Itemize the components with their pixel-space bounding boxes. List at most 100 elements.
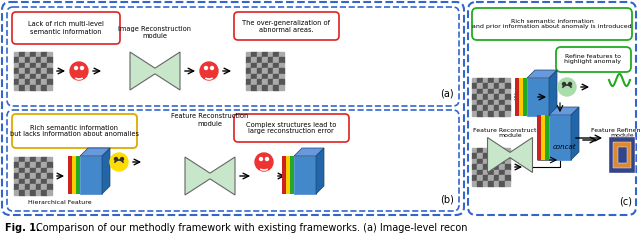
Bar: [290, 156, 294, 194]
Bar: [257, 68, 262, 74]
Bar: [268, 74, 273, 79]
Bar: [19, 179, 25, 184]
Bar: [262, 84, 268, 90]
Bar: [14, 157, 19, 162]
Bar: [19, 157, 25, 162]
Bar: [47, 57, 52, 63]
Bar: [537, 115, 541, 160]
Bar: [499, 170, 504, 175]
Bar: [14, 179, 19, 184]
Bar: [36, 168, 41, 173]
Bar: [19, 190, 25, 195]
Bar: [14, 162, 19, 168]
Text: Comparison of our methodly framework with existing frameworks. (a) Image-level r: Comparison of our methodly framework wit…: [36, 223, 467, 233]
Bar: [488, 148, 493, 154]
Polygon shape: [80, 148, 110, 156]
Text: Image Reconstruction
module: Image Reconstruction module: [118, 25, 191, 39]
Bar: [36, 190, 41, 195]
Bar: [41, 173, 47, 179]
Bar: [499, 164, 504, 170]
Bar: [488, 84, 493, 89]
Bar: [268, 79, 273, 84]
Bar: [504, 89, 510, 94]
Bar: [472, 164, 477, 170]
Bar: [262, 79, 268, 84]
Bar: [477, 154, 483, 159]
Bar: [41, 190, 47, 195]
Bar: [472, 78, 477, 84]
Bar: [477, 164, 483, 170]
Text: Rich semantic information
and prior information about anomaly is introduced: Rich semantic information and prior info…: [472, 19, 632, 30]
Bar: [273, 79, 278, 84]
Bar: [36, 157, 41, 162]
Bar: [278, 52, 284, 57]
Bar: [504, 154, 510, 159]
Bar: [278, 84, 284, 90]
Bar: [472, 175, 477, 181]
Bar: [25, 84, 30, 90]
Text: Rich semantic information
but lacks information about anomalies: Rich semantic information but lacks info…: [10, 124, 138, 138]
Bar: [36, 84, 41, 90]
Bar: [36, 173, 41, 179]
Circle shape: [115, 158, 118, 160]
Bar: [14, 84, 19, 90]
Bar: [257, 52, 262, 57]
Bar: [252, 63, 257, 68]
Bar: [246, 79, 252, 84]
Bar: [25, 173, 30, 179]
Bar: [294, 156, 316, 194]
Polygon shape: [102, 148, 110, 194]
Bar: [618, 147, 627, 163]
Bar: [30, 173, 36, 179]
Text: Hierarchical Feature: Hierarchical Feature: [28, 200, 92, 205]
Bar: [268, 84, 273, 90]
Bar: [252, 79, 257, 84]
Circle shape: [211, 66, 214, 69]
Bar: [504, 175, 510, 181]
Text: concat: concat: [553, 144, 577, 150]
Bar: [477, 94, 483, 100]
Bar: [472, 100, 477, 105]
Bar: [30, 168, 36, 173]
Bar: [47, 52, 52, 57]
Bar: [30, 157, 36, 162]
Bar: [252, 68, 257, 74]
Bar: [262, 74, 268, 79]
Polygon shape: [185, 157, 235, 195]
Circle shape: [568, 83, 572, 85]
Bar: [504, 181, 510, 186]
Bar: [278, 74, 284, 79]
Bar: [477, 181, 483, 186]
Bar: [483, 181, 488, 186]
Bar: [523, 78, 527, 116]
Text: Feature Reconstruction
module: Feature Reconstruction module: [474, 128, 547, 139]
Bar: [477, 100, 483, 105]
Bar: [30, 74, 36, 79]
Bar: [19, 52, 25, 57]
Bar: [262, 52, 268, 57]
Bar: [19, 57, 25, 63]
Bar: [504, 84, 510, 89]
Bar: [252, 84, 257, 90]
Bar: [504, 105, 510, 111]
Bar: [472, 148, 477, 154]
Bar: [499, 111, 504, 116]
Bar: [278, 68, 284, 74]
Bar: [268, 63, 273, 68]
Bar: [504, 170, 510, 175]
Bar: [25, 168, 30, 173]
Bar: [19, 68, 25, 74]
Bar: [30, 162, 36, 168]
Bar: [477, 105, 483, 111]
Bar: [41, 57, 47, 63]
Bar: [488, 105, 493, 111]
Bar: [41, 184, 47, 190]
Bar: [246, 74, 252, 79]
Text: The over-generalization of
abnormal areas.: The over-generalization of abnormal area…: [242, 20, 330, 33]
Bar: [477, 84, 483, 89]
Circle shape: [266, 158, 269, 160]
Circle shape: [200, 62, 218, 80]
Bar: [609, 137, 635, 173]
Bar: [14, 184, 19, 190]
Bar: [499, 84, 504, 89]
